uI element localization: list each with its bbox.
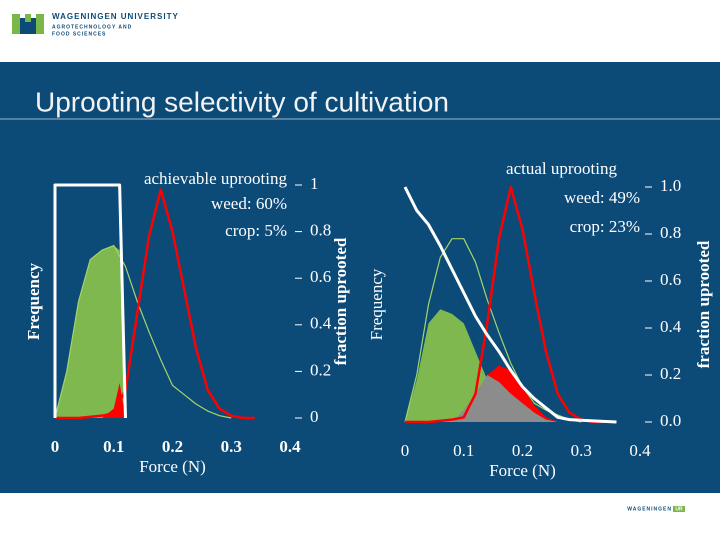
x-tick-label: 0.1 xyxy=(103,437,124,456)
curve xyxy=(405,185,605,424)
x-tick-label: 0.4 xyxy=(629,441,651,460)
x-tick-label: 0 xyxy=(51,437,60,456)
university: WAGENINGEN UNIVERSITY xyxy=(52,12,179,21)
y-tick-label: 0.0 xyxy=(660,411,681,430)
y-tick-label: 0.8 xyxy=(660,223,681,242)
logo-part xyxy=(20,18,36,34)
curve xyxy=(53,183,127,419)
y-axis-label: Frequency xyxy=(24,262,43,340)
x-tick-label: 0.3 xyxy=(221,437,242,456)
logo-part xyxy=(12,14,20,34)
annotation: weed: 60% xyxy=(211,194,287,213)
x-tick-label: 0.4 xyxy=(279,437,301,456)
y-tick-label: 1.0 xyxy=(660,176,681,195)
x-tick-label: 0.3 xyxy=(571,441,592,460)
y-tick-label: 0.4 xyxy=(310,314,332,333)
x-tick-label: 0.2 xyxy=(512,441,533,460)
department: FOOD SCIENCES xyxy=(52,31,106,37)
logo-part xyxy=(25,14,31,22)
footer-brand: UR xyxy=(675,506,683,512)
curve xyxy=(55,188,255,420)
area xyxy=(452,375,558,422)
annotation: weed: 49% xyxy=(564,188,640,207)
y-tick-label: 0.2 xyxy=(310,360,331,379)
y-tick-label: 0.2 xyxy=(660,364,681,383)
curve xyxy=(54,244,232,419)
y2-axis-label: fraction uprooted xyxy=(694,240,713,368)
x-tick-label: 0 xyxy=(401,441,410,460)
area xyxy=(102,383,126,418)
y-tick-label: 0.6 xyxy=(660,270,681,289)
annotation: crop: 5% xyxy=(225,221,287,240)
y-tick-label: 0.8 xyxy=(310,221,331,240)
area xyxy=(405,309,535,422)
footer-brand: WAGENINGEN xyxy=(627,506,672,512)
y-tick-label: 1 xyxy=(310,174,319,193)
x-tick-label: 0.1 xyxy=(453,441,474,460)
y-axis-label: Frequency xyxy=(367,268,386,340)
annotation: crop: 23% xyxy=(570,217,640,236)
y-tick-label: 0.6 xyxy=(310,267,331,286)
footer-box xyxy=(673,506,685,512)
y2-axis-label: fraction uprooted xyxy=(331,237,350,365)
slide-title: Uprooting selectivity of cultivation xyxy=(35,86,449,117)
y-tick-label: 0.4 xyxy=(660,317,682,336)
curve xyxy=(403,186,617,424)
department: AGROTECHNOLOGY AND xyxy=(52,24,132,30)
annotation: actual uprooting xyxy=(506,159,617,178)
x-axis-label: Force (N) xyxy=(139,457,206,476)
x-tick-label: 0.2 xyxy=(162,437,183,456)
x-axis-label: Force (N) xyxy=(489,461,556,480)
annotation: achievable uprooting xyxy=(144,169,288,188)
area xyxy=(55,245,126,418)
logo-part xyxy=(36,14,44,34)
y-tick-label: 0 xyxy=(310,407,319,426)
